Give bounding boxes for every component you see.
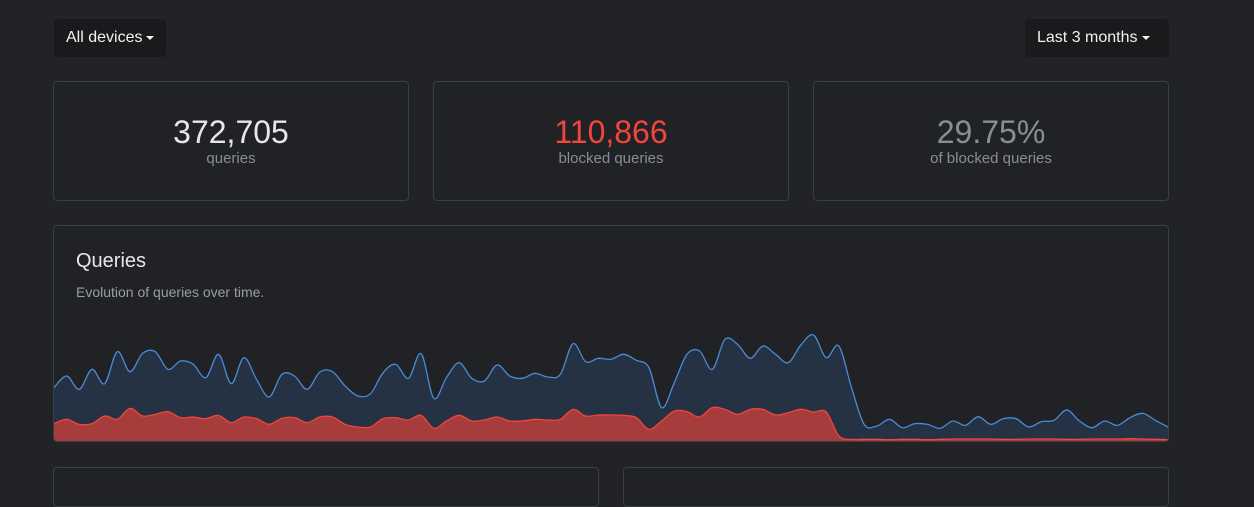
- devices-dropdown[interactable]: All devices: [54, 19, 167, 57]
- chart-subtitle: Evolution of queries over time.: [76, 284, 265, 300]
- queries-area-chart: [54, 334, 1168, 441]
- bottom-card-right: [623, 467, 1169, 507]
- queries-line: [54, 334, 1168, 430]
- blocked-line: [54, 406, 1168, 441]
- caret-down-icon: [1141, 35, 1150, 40]
- queries-chart-card: Queries Evolution of queries over time.: [53, 225, 1169, 442]
- chart-title: Queries: [76, 250, 147, 272]
- period-dropdown-label: Last 3 months: [1037, 29, 1138, 46]
- stat-label: of blocked queries: [930, 150, 1052, 167]
- stat-card-queries: 372,705 queries: [53, 81, 409, 201]
- period-dropdown[interactable]: Last 3 months: [1025, 19, 1169, 57]
- bottom-card-left: [53, 467, 599, 507]
- caret-down-icon: [146, 35, 155, 40]
- stat-value: 29.75%: [936, 114, 1046, 150]
- stat-card-blocked-percent: 29.75% of blocked queries: [813, 81, 1169, 201]
- stat-label: queries: [206, 150, 256, 167]
- stat-label: blocked queries: [558, 150, 664, 167]
- devices-dropdown-label: All devices: [66, 29, 143, 46]
- stat-card-blocked: 110,866 blocked queries: [433, 81, 789, 201]
- stat-value: 372,705: [173, 114, 289, 150]
- queries-area: [54, 334, 1168, 441]
- stat-value: 110,866: [554, 114, 668, 150]
- blocked-area: [54, 407, 1168, 441]
